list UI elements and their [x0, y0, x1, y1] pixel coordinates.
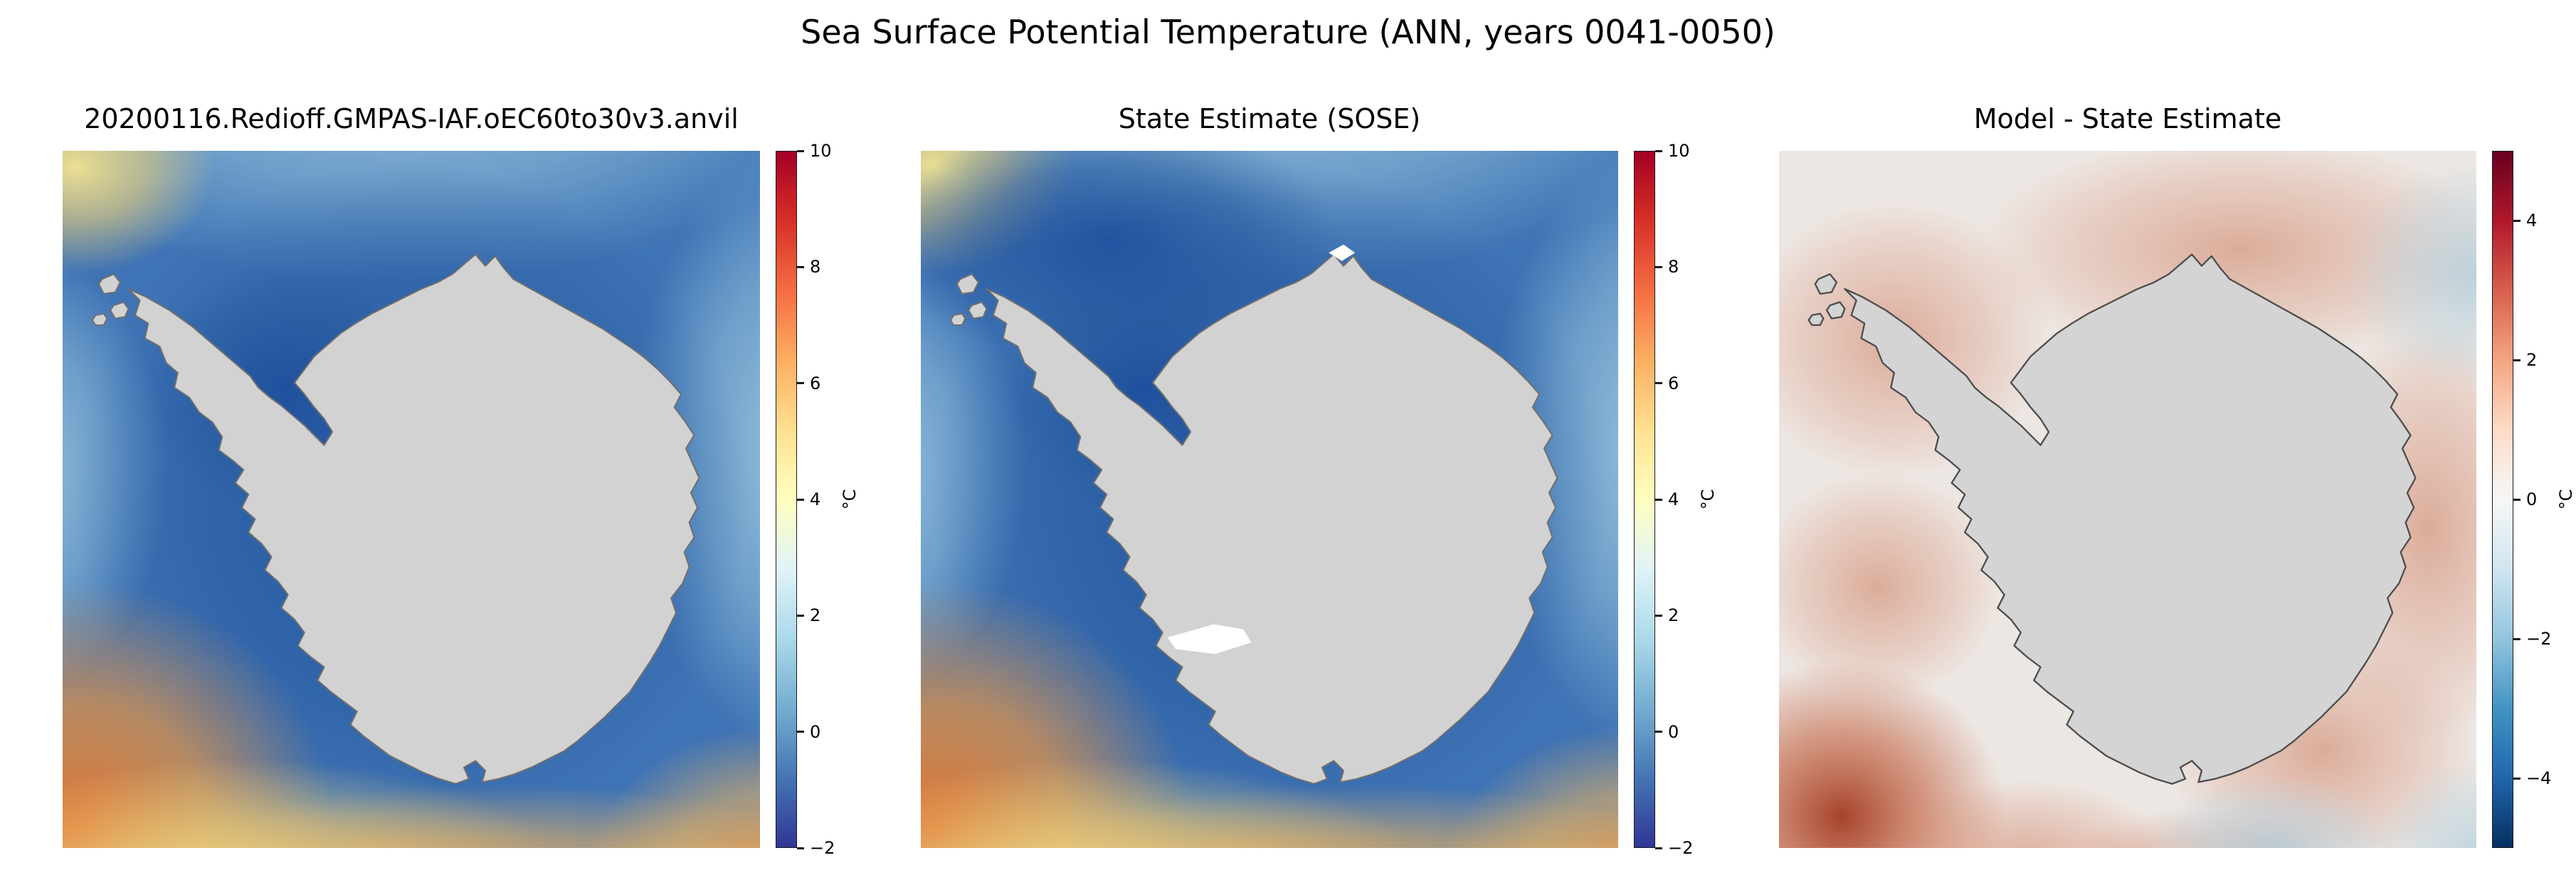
colorbar-difference: 4 2 0 −2 −4 °C [2492, 151, 2576, 848]
tick-mark [797, 265, 804, 268]
colorbar-unit-label: °C [2556, 489, 2576, 510]
tick-mark [797, 498, 804, 501]
colorbar-tick: −2 [1655, 838, 1693, 858]
colorbar-model-gradient [776, 151, 797, 848]
colorbar-tick: 8 [797, 257, 820, 277]
tick-mark [2513, 498, 2520, 501]
tick-label: −4 [2526, 768, 2552, 788]
panel-state-estimate: State Estimate (SOSE) 10 8 6 4 2 0 −2 °C [921, 98, 1718, 858]
tick-label: 8 [810, 257, 821, 277]
panel-state-estimate-title: State Estimate (SOSE) [1118, 103, 1421, 134]
tick-mark [797, 614, 804, 617]
panel-model-map-row: 10 8 6 4 2 0 −2 °C [63, 141, 860, 858]
colorbar-unit-label: °C [1698, 489, 1718, 510]
tick-mark [1655, 731, 1662, 733]
map-model [63, 151, 760, 848]
panel-model: 20200116.Redioff.GMPAS-IAF.oEC60to30v3.a… [63, 98, 860, 858]
tick-mark [797, 149, 804, 152]
tick-label: 4 [1668, 489, 1679, 509]
tick-mark [1655, 614, 1662, 617]
tick-label: 8 [1668, 257, 1679, 277]
tick-mark [2513, 219, 2520, 222]
tick-label: 6 [1668, 373, 1679, 393]
colorbar-tick: 10 [1655, 141, 1690, 161]
panel-difference-title: Model - State Estimate [1973, 103, 2282, 134]
tick-mark [1655, 847, 1662, 849]
tick-mark [2513, 777, 2520, 780]
tick-label: −2 [1668, 838, 1694, 858]
colorbar-tick: 8 [1655, 257, 1679, 277]
tick-mark [1655, 265, 1662, 268]
colorbar-tick: 6 [1655, 373, 1679, 393]
colorbar-tick: 10 [797, 141, 832, 161]
tick-label: 2 [1668, 605, 1679, 626]
tick-mark [797, 731, 804, 733]
colorbar-tick: 4 [2513, 211, 2537, 230]
colorbar-tick: 0 [1655, 722, 1679, 742]
colorbar-tick: 2 [797, 605, 820, 625]
colorbar-tick: 4 [1655, 489, 1679, 509]
tick-label: 0 [810, 721, 821, 742]
tick-mark [2513, 359, 2520, 361]
panel-state-estimate-map-row: 10 8 6 4 2 0 −2 °C [921, 141, 1718, 858]
colorbar-tick: 2 [1655, 605, 1679, 625]
tick-label: 4 [2526, 211, 2538, 230]
map-state-estimate [921, 151, 1618, 848]
colorbar-tick: 4 [797, 489, 820, 509]
colorbar-tick: 2 [2513, 350, 2537, 370]
panels-row: 20200116.Redioff.GMPAS-IAF.oEC60to30v3.a… [0, 98, 2576, 858]
tick-label: 2 [810, 605, 821, 626]
tick-mark [797, 382, 804, 385]
colorbar-tick: −2 [2513, 629, 2551, 649]
tick-mark [797, 847, 804, 849]
colorbar-unit-label: °C [840, 489, 860, 510]
ice-shelf-patch [1167, 624, 1252, 654]
panel-difference-map-row: 4 2 0 −2 −4 °C [1779, 151, 2576, 848]
map-difference [1779, 151, 2476, 848]
colorbar-model: 10 8 6 4 2 0 −2 °C [776, 141, 868, 858]
colorbar-tick: 0 [797, 722, 820, 742]
colorbar-tick: 6 [797, 373, 820, 393]
tick-label: 0 [2526, 489, 2538, 509]
tick-label: −2 [2526, 629, 2552, 649]
figure-title: Sea Surface Potential Temperature (ANN, … [801, 13, 1775, 51]
panel-difference: Model - State Estimate 4 2 0 −2 −4 °C [1779, 98, 2576, 848]
tick-mark [1655, 498, 1662, 501]
tick-mark [1655, 149, 1662, 152]
tick-label: 2 [2526, 350, 2538, 370]
colorbar-tick: 0 [2513, 489, 2537, 509]
tick-label: 10 [810, 141, 832, 161]
tick-label: 6 [810, 373, 821, 393]
tick-label: 10 [1668, 141, 1690, 161]
ice-shelf-patch [1329, 244, 1356, 261]
colorbar-tick: −2 [797, 838, 835, 858]
colorbar-difference-gradient [2492, 151, 2513, 848]
tick-label: 0 [1668, 721, 1679, 742]
colorbar-state-estimate: 10 8 6 4 2 0 −2 °C [1634, 141, 1726, 858]
panel-model-title: 20200116.Redioff.GMPAS-IAF.oEC60to30v3.a… [84, 103, 739, 134]
colorbar-tick: −4 [2513, 768, 2551, 788]
tick-mark [2513, 637, 2520, 640]
tick-mark [1655, 382, 1662, 385]
colorbar-state-estimate-gradient [1634, 151, 1655, 848]
tick-label: −2 [810, 838, 835, 858]
tick-label: 4 [810, 489, 821, 509]
